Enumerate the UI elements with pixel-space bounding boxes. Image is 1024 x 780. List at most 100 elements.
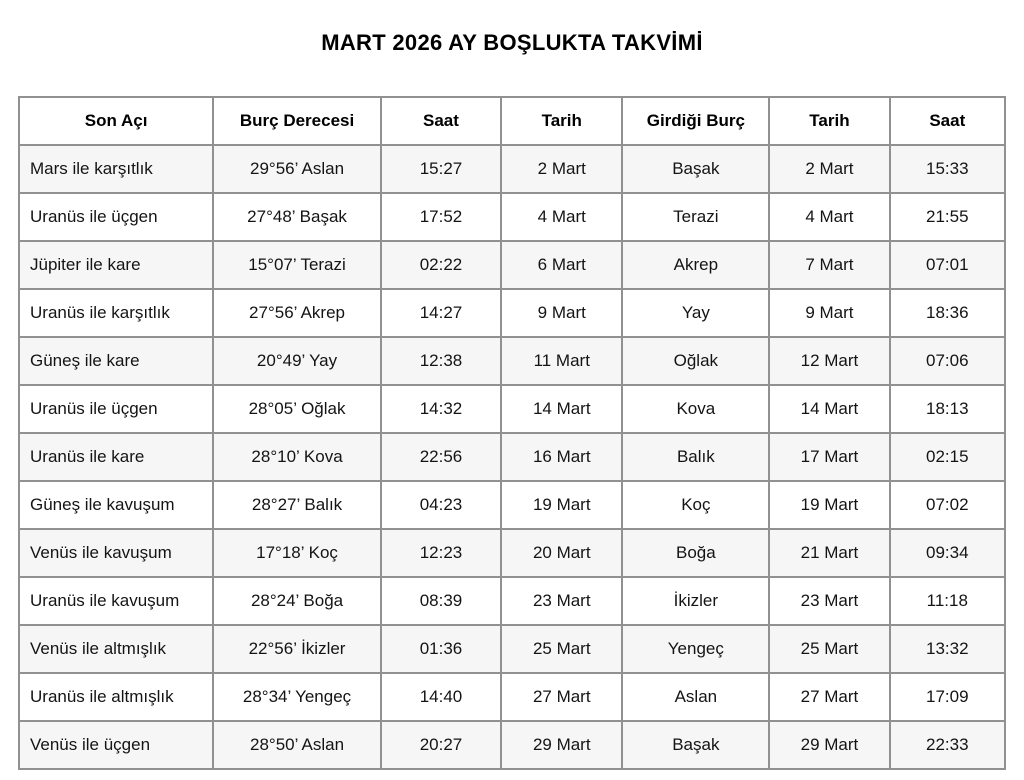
column-header-sign-degree: Burç Derecesi <box>212 96 382 146</box>
table-cell: 21 Mart <box>768 528 891 578</box>
column-header-date-1: Tarih <box>500 96 624 146</box>
table-row: Güneş ile kare 20°49’ Yay 12:38 11 Mart Oğla… <box>17 336 1007 386</box>
table-cell: 07:02 <box>888 480 1007 530</box>
table-cell: 13:32 <box>888 624 1007 674</box>
table-cell: 07:01 <box>888 240 1007 290</box>
table-cell: Güneş ile kare <box>17 336 215 386</box>
table-cell: 17:09 <box>888 672 1007 722</box>
table-cell: 02:15 <box>888 432 1007 482</box>
table-cell: 9 Mart <box>768 288 891 338</box>
table-cell: 01:36 <box>379 624 503 674</box>
table-cell: 4 Mart <box>500 192 624 242</box>
table-cell: 15°07’ Terazi <box>212 240 382 290</box>
table-cell: Venüs ile kavuşum <box>17 528 215 578</box>
table-cell: 19 Mart <box>768 480 891 530</box>
column-header-time-1: Saat <box>379 96 503 146</box>
table-cell: Venüs ile üçgen <box>17 720 215 770</box>
table-cell: 17°18’ Koç <box>212 528 382 578</box>
table-cell: 28°10’ Kova <box>212 432 382 482</box>
table-row: Uranüs ile altmışlık 28°34’ Yengeç 14:40 27… <box>17 672 1007 722</box>
table-cell: 20:27 <box>379 720 503 770</box>
column-header-last-aspect: Son Açı <box>17 96 215 146</box>
table-cell: 14 Mart <box>500 384 624 434</box>
table-row: Venüs ile üçgen 28°50’ Aslan 20:27 29 Mart B… <box>17 720 1007 770</box>
table-row: Venüs ile kavuşum 17°18’ Koç 12:23 20 Mart B… <box>17 528 1007 578</box>
column-header-entered-sign: Girdiği Burç <box>621 96 771 146</box>
table-cell: Aslan <box>621 672 771 722</box>
table-cell: 14:40 <box>379 672 503 722</box>
table-cell: 17 Mart <box>768 432 891 482</box>
table-cell: 08:39 <box>379 576 503 626</box>
table-row: Uranüs ile karşıtlık 27°56’ Akrep 14:27 9 M… <box>17 288 1007 338</box>
table-cell: 28°24’ Boğa <box>212 576 382 626</box>
table-cell: 27°48’ Başak <box>212 192 382 242</box>
table-cell: 28°27’ Balık <box>212 480 382 530</box>
table-cell: 04:23 <box>379 480 503 530</box>
moon-void-of-course-table: Son Açı Burç Derecesi Saat Tarih Girdiği… <box>17 96 1007 770</box>
table-cell: 11 Mart <box>500 336 624 386</box>
table-cell: 2 Mart <box>768 144 891 194</box>
table-header: Son Açı Burç Derecesi Saat Tarih Girdiği… <box>17 96 1007 146</box>
table-cell: 09:34 <box>888 528 1007 578</box>
table-cell: Jüpiter ile kare <box>17 240 215 290</box>
table-row: Güneş ile kavuşum 28°27’ Balık 04:23 19 Mar… <box>17 480 1007 530</box>
table-cell: 28°50’ Aslan <box>212 720 382 770</box>
table-cell: 18:36 <box>888 288 1007 338</box>
table-row: Uranüs ile üçgen 28°05’ Oğlak 14:32 14 Mart… <box>17 384 1007 434</box>
table-cell: 07:06 <box>888 336 1007 386</box>
table-cell: Oğlak <box>621 336 771 386</box>
table-cell: 22:56 <box>379 432 503 482</box>
table-cell: 6 Mart <box>500 240 624 290</box>
table-cell: 16 Mart <box>500 432 624 482</box>
table-cell: 27 Mart <box>500 672 624 722</box>
table-cell: Yay <box>621 288 771 338</box>
table-row: Uranüs ile kavuşum 28°24’ Boğa 08:39 23 Mar… <box>17 576 1007 626</box>
column-header-date-2: Tarih <box>768 96 891 146</box>
table-cell: 28°05’ Oğlak <box>212 384 382 434</box>
table-cell: Balık <box>621 432 771 482</box>
table-cell: 11:18 <box>888 576 1007 626</box>
table-cell: Venüs ile altmışlık <box>17 624 215 674</box>
table-row: Venüs ile altmışlık 22°56’ İkizler 01:36 25… <box>17 624 1007 674</box>
table-cell: 29°56’ Aslan <box>212 144 382 194</box>
table-cell: Yengeç <box>621 624 771 674</box>
table-cell: 15:27 <box>379 144 503 194</box>
table-cell: 22:33 <box>888 720 1007 770</box>
table-cell: 14:32 <box>379 384 503 434</box>
table-cell: 20 Mart <box>500 528 624 578</box>
table-cell: 12:23 <box>379 528 503 578</box>
table-cell: Kova <box>621 384 771 434</box>
page-title: MART 2026 AY BOŞLUKTA TAKVİMİ <box>321 30 703 55</box>
table-cell: 22°56’ İkizler <box>212 624 382 674</box>
table-row: Uranüs ile üçgen 27°48’ Başak 17:52 4 Mart T… <box>17 192 1007 242</box>
table-cell: Koç <box>621 480 771 530</box>
table-cell: Mars ile karşıtlık <box>17 144 215 194</box>
table-cell: Uranüs ile karşıtlık <box>17 288 215 338</box>
table-cell: 27 Mart <box>768 672 891 722</box>
table-body: Mars ile karşıtlık 29°56’ Aslan 15:27 2 Mar… <box>17 144 1007 770</box>
table-cell: İkizler <box>621 576 771 626</box>
table-cell: 23 Mart <box>768 576 891 626</box>
table-cell: 17:52 <box>379 192 503 242</box>
table-cell: 28°34’ Yengeç <box>212 672 382 722</box>
table-row: Uranüs ile kare 28°10’ Kova 22:56 16 Mart Ba… <box>17 432 1007 482</box>
table-cell: Uranüs ile kare <box>17 432 215 482</box>
table-cell: 9 Mart <box>500 288 624 338</box>
table-header-row: Son Açı Burç Derecesi Saat Tarih Girdiği… <box>17 96 1007 146</box>
table-cell: 29 Mart <box>768 720 891 770</box>
table-cell: 25 Mart <box>768 624 891 674</box>
table-cell: 7 Mart <box>768 240 891 290</box>
table-cell: Akrep <box>621 240 771 290</box>
table-row: Mars ile karşıtlık 29°56’ Aslan 15:27 2 Mar… <box>17 144 1007 194</box>
table-cell: 14 Mart <box>768 384 891 434</box>
table-cell: Uranüs ile altmışlık <box>17 672 215 722</box>
table-cell: Boğa <box>621 528 771 578</box>
table-cell: 20°49’ Yay <box>212 336 382 386</box>
table-cell: 14:27 <box>379 288 503 338</box>
table-cell: 18:13 <box>888 384 1007 434</box>
table-cell: Uranüs ile üçgen <box>17 192 215 242</box>
table-cell: 12:38 <box>379 336 503 386</box>
table-cell: Uranüs ile üçgen <box>17 384 215 434</box>
table-cell: 15:33 <box>888 144 1007 194</box>
